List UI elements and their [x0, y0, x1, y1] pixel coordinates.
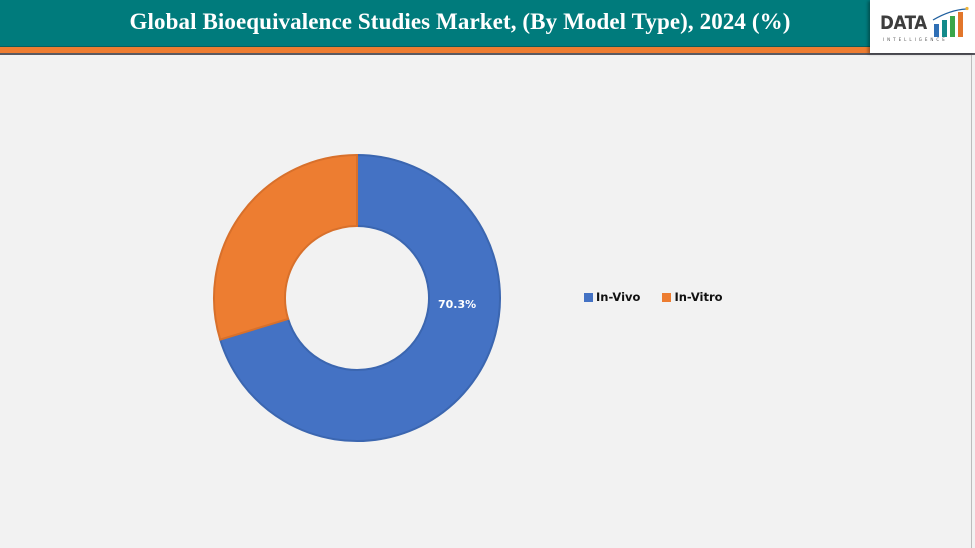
legend-label: In-Vivo	[596, 290, 641, 304]
header-divider	[0, 53, 975, 55]
donut-slice-in-vivo	[218, 153, 501, 442]
logo: DATA INTELLIGENCE	[870, 0, 975, 53]
in-vivo-data-label: 70.3%	[438, 298, 477, 311]
logo-word: DATA	[880, 12, 927, 34]
legend-label: In-Vitro	[674, 290, 723, 304]
page-title: Global Bioequivalence Studies Market, (B…	[129, 9, 791, 34]
logo-subtitle: INTELLIGENCE	[883, 37, 948, 42]
rising-bars-logo-icon	[932, 6, 969, 37]
legend-item-in-vitro: In-Vitro	[662, 290, 723, 304]
header-accent-stripe	[0, 47, 975, 53]
legend-item-in-vivo: In-Vivo	[584, 290, 640, 304]
header-bar: Global Bioequivalence Studies Market, (B…	[0, 0, 975, 47]
frame-border	[971, 55, 972, 548]
legend-swatch-in-vitro	[662, 292, 672, 302]
donut-slices	[213, 153, 501, 442]
donut-slice-in-vitro	[213, 153, 358, 341]
legend-swatch-in-vivo	[584, 292, 593, 302]
chart-legend: In-Vivo In-Vitro	[584, 289, 723, 305]
